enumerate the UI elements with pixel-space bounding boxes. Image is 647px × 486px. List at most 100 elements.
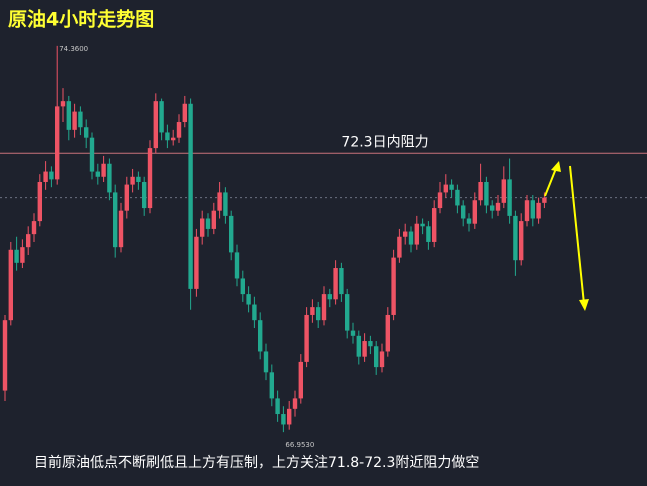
candle-body — [176, 122, 182, 138]
candle-body — [263, 351, 269, 373]
arrow-up-line — [544, 165, 558, 197]
candle-body — [240, 278, 245, 295]
candle-body — [298, 361, 303, 399]
candle-body — [530, 200, 535, 219]
candle-body — [26, 234, 31, 248]
candle-body — [107, 163, 112, 193]
candle-body — [397, 236, 402, 258]
candle-body — [437, 192, 443, 209]
candle-body — [449, 184, 454, 190]
candle-body — [246, 294, 251, 305]
candle-body — [252, 304, 257, 321]
candle-body — [205, 218, 211, 229]
candle-body — [258, 320, 263, 352]
candle-body — [507, 179, 512, 216]
arrow-up-head — [551, 161, 561, 172]
candle-body — [339, 268, 344, 295]
candle-body — [124, 184, 129, 211]
candle-body — [385, 314, 390, 352]
candle-body — [350, 330, 356, 336]
candle-body — [408, 231, 414, 245]
candle-body — [420, 223, 425, 227]
candle-body — [542, 197, 547, 203]
candle-body — [536, 202, 541, 219]
candle-body — [461, 205, 466, 219]
arrow-down-line — [569, 165, 585, 305]
candle-body — [524, 200, 530, 222]
candle-body — [2, 320, 8, 391]
extreme-label: 66.9530 — [285, 441, 314, 449]
candle-body — [118, 210, 124, 248]
candle-body — [362, 341, 367, 357]
candle-body — [49, 171, 54, 180]
candle-body — [426, 226, 431, 242]
candle-body — [345, 294, 350, 331]
candle-body — [432, 208, 437, 242]
candle-body — [171, 137, 176, 141]
candle-body — [188, 103, 193, 289]
candle-body — [14, 249, 19, 263]
candle-body — [194, 236, 199, 289]
candle-body — [275, 398, 280, 415]
chart-title: 原油4小时走势图 — [8, 8, 154, 31]
candle-body — [519, 221, 524, 261]
candle-body — [101, 163, 106, 177]
candle-body — [304, 314, 309, 362]
candle-body — [229, 215, 234, 253]
candle-body — [466, 218, 472, 224]
candle-body — [269, 372, 274, 399]
candle-body — [379, 351, 385, 368]
resistance-label: 72.3日内阻力 — [341, 134, 428, 150]
candle-body — [211, 210, 216, 229]
candle-body — [478, 181, 483, 201]
candle-body — [287, 408, 292, 425]
candle-body — [490, 205, 495, 211]
candle-body — [31, 221, 37, 235]
candle-body — [234, 252, 240, 279]
candle-body — [95, 171, 100, 177]
candle-body — [484, 181, 489, 206]
candle-body — [501, 179, 506, 203]
candle-body — [281, 414, 286, 425]
candle-body — [455, 189, 460, 206]
candle-body — [513, 215, 518, 261]
caption: 目前原油低点不断刷低且上方有压制，上方关注71.8-72.3附近阻力做空 — [34, 454, 479, 471]
candle-body — [333, 268, 338, 300]
candle-body — [443, 184, 448, 193]
candle-body — [78, 111, 83, 128]
candle-body — [374, 346, 379, 368]
candle-body — [72, 111, 77, 130]
candle-body — [182, 103, 187, 123]
candle-body — [321, 294, 327, 321]
candle-body — [310, 307, 315, 315]
candle-body — [113, 192, 118, 248]
candle-body — [217, 192, 222, 211]
plot: 72.3日内阻力 74.3600 66.9530 — [0, 45, 647, 449]
candle-body — [165, 132, 170, 141]
candle-body — [20, 247, 25, 263]
candle-body — [37, 181, 42, 222]
candle-body — [368, 341, 373, 347]
candle-body — [66, 101, 71, 130]
candle-body — [316, 307, 321, 321]
candle-body — [403, 231, 408, 237]
candle-body — [472, 200, 477, 224]
candle-body — [147, 148, 153, 209]
candle-body — [391, 257, 396, 315]
candle-body — [130, 176, 135, 185]
candle-body — [43, 171, 48, 182]
candle-body — [8, 249, 13, 321]
candle-body — [200, 218, 205, 237]
candle-body — [327, 294, 332, 300]
candle-body — [142, 181, 147, 209]
candle-body — [159, 101, 164, 133]
candle-body — [60, 101, 66, 107]
candle-body — [356, 335, 361, 357]
candle-body — [55, 106, 60, 180]
candle-body — [223, 192, 228, 216]
candle-body — [153, 101, 158, 149]
candle-body — [89, 137, 95, 172]
